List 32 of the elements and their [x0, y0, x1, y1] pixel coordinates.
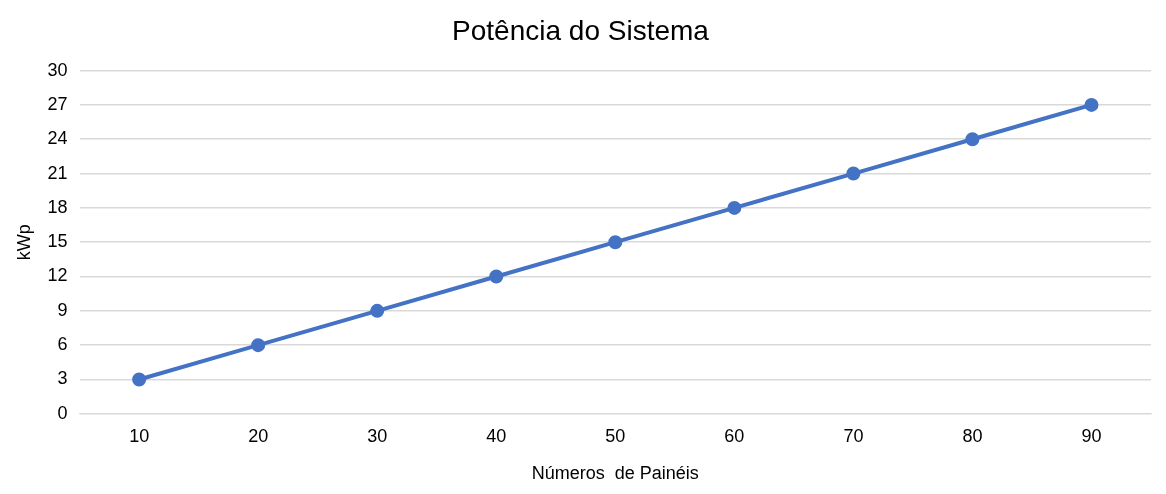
- point: [965, 132, 980, 147]
- y-tick-label: 21: [47, 162, 68, 183]
- x-tick-label: 60: [724, 425, 745, 446]
- x-tick-label: 10: [129, 425, 150, 446]
- chart-title: Potência do Sistema: [452, 14, 710, 46]
- y-tick-label: 27: [47, 93, 68, 114]
- y-tick-label: 0: [57, 402, 68, 423]
- point: [846, 166, 861, 181]
- y-tick-label: 30: [47, 59, 68, 80]
- x-tick-label: 70: [843, 425, 864, 446]
- point: [251, 338, 266, 353]
- y-axis-title: kWp: [13, 224, 34, 261]
- y-tick-label: 9: [57, 299, 68, 320]
- point: [370, 303, 385, 318]
- y-tick-label: 15: [47, 231, 68, 252]
- y-tick-label: 6: [57, 334, 68, 355]
- x-axis-title: Números de Painéis: [531, 463, 699, 484]
- y-tick-label: 18: [47, 196, 68, 217]
- point: [1084, 97, 1099, 112]
- x-tick-label: 80: [962, 425, 983, 446]
- point: [727, 200, 742, 215]
- point: [608, 235, 623, 250]
- x-tick-label: 30: [367, 425, 388, 446]
- point: [132, 372, 147, 387]
- y-tick-label: 24: [47, 128, 68, 149]
- x-tick-label: 20: [248, 425, 269, 446]
- point: [489, 269, 504, 284]
- x-tick-label: 90: [1081, 425, 1102, 446]
- x-tick-label: 40: [486, 425, 507, 446]
- y-tick-label: 12: [47, 265, 68, 286]
- y-tick-label: 3: [57, 368, 68, 389]
- x-tick-label: 50: [605, 425, 626, 446]
